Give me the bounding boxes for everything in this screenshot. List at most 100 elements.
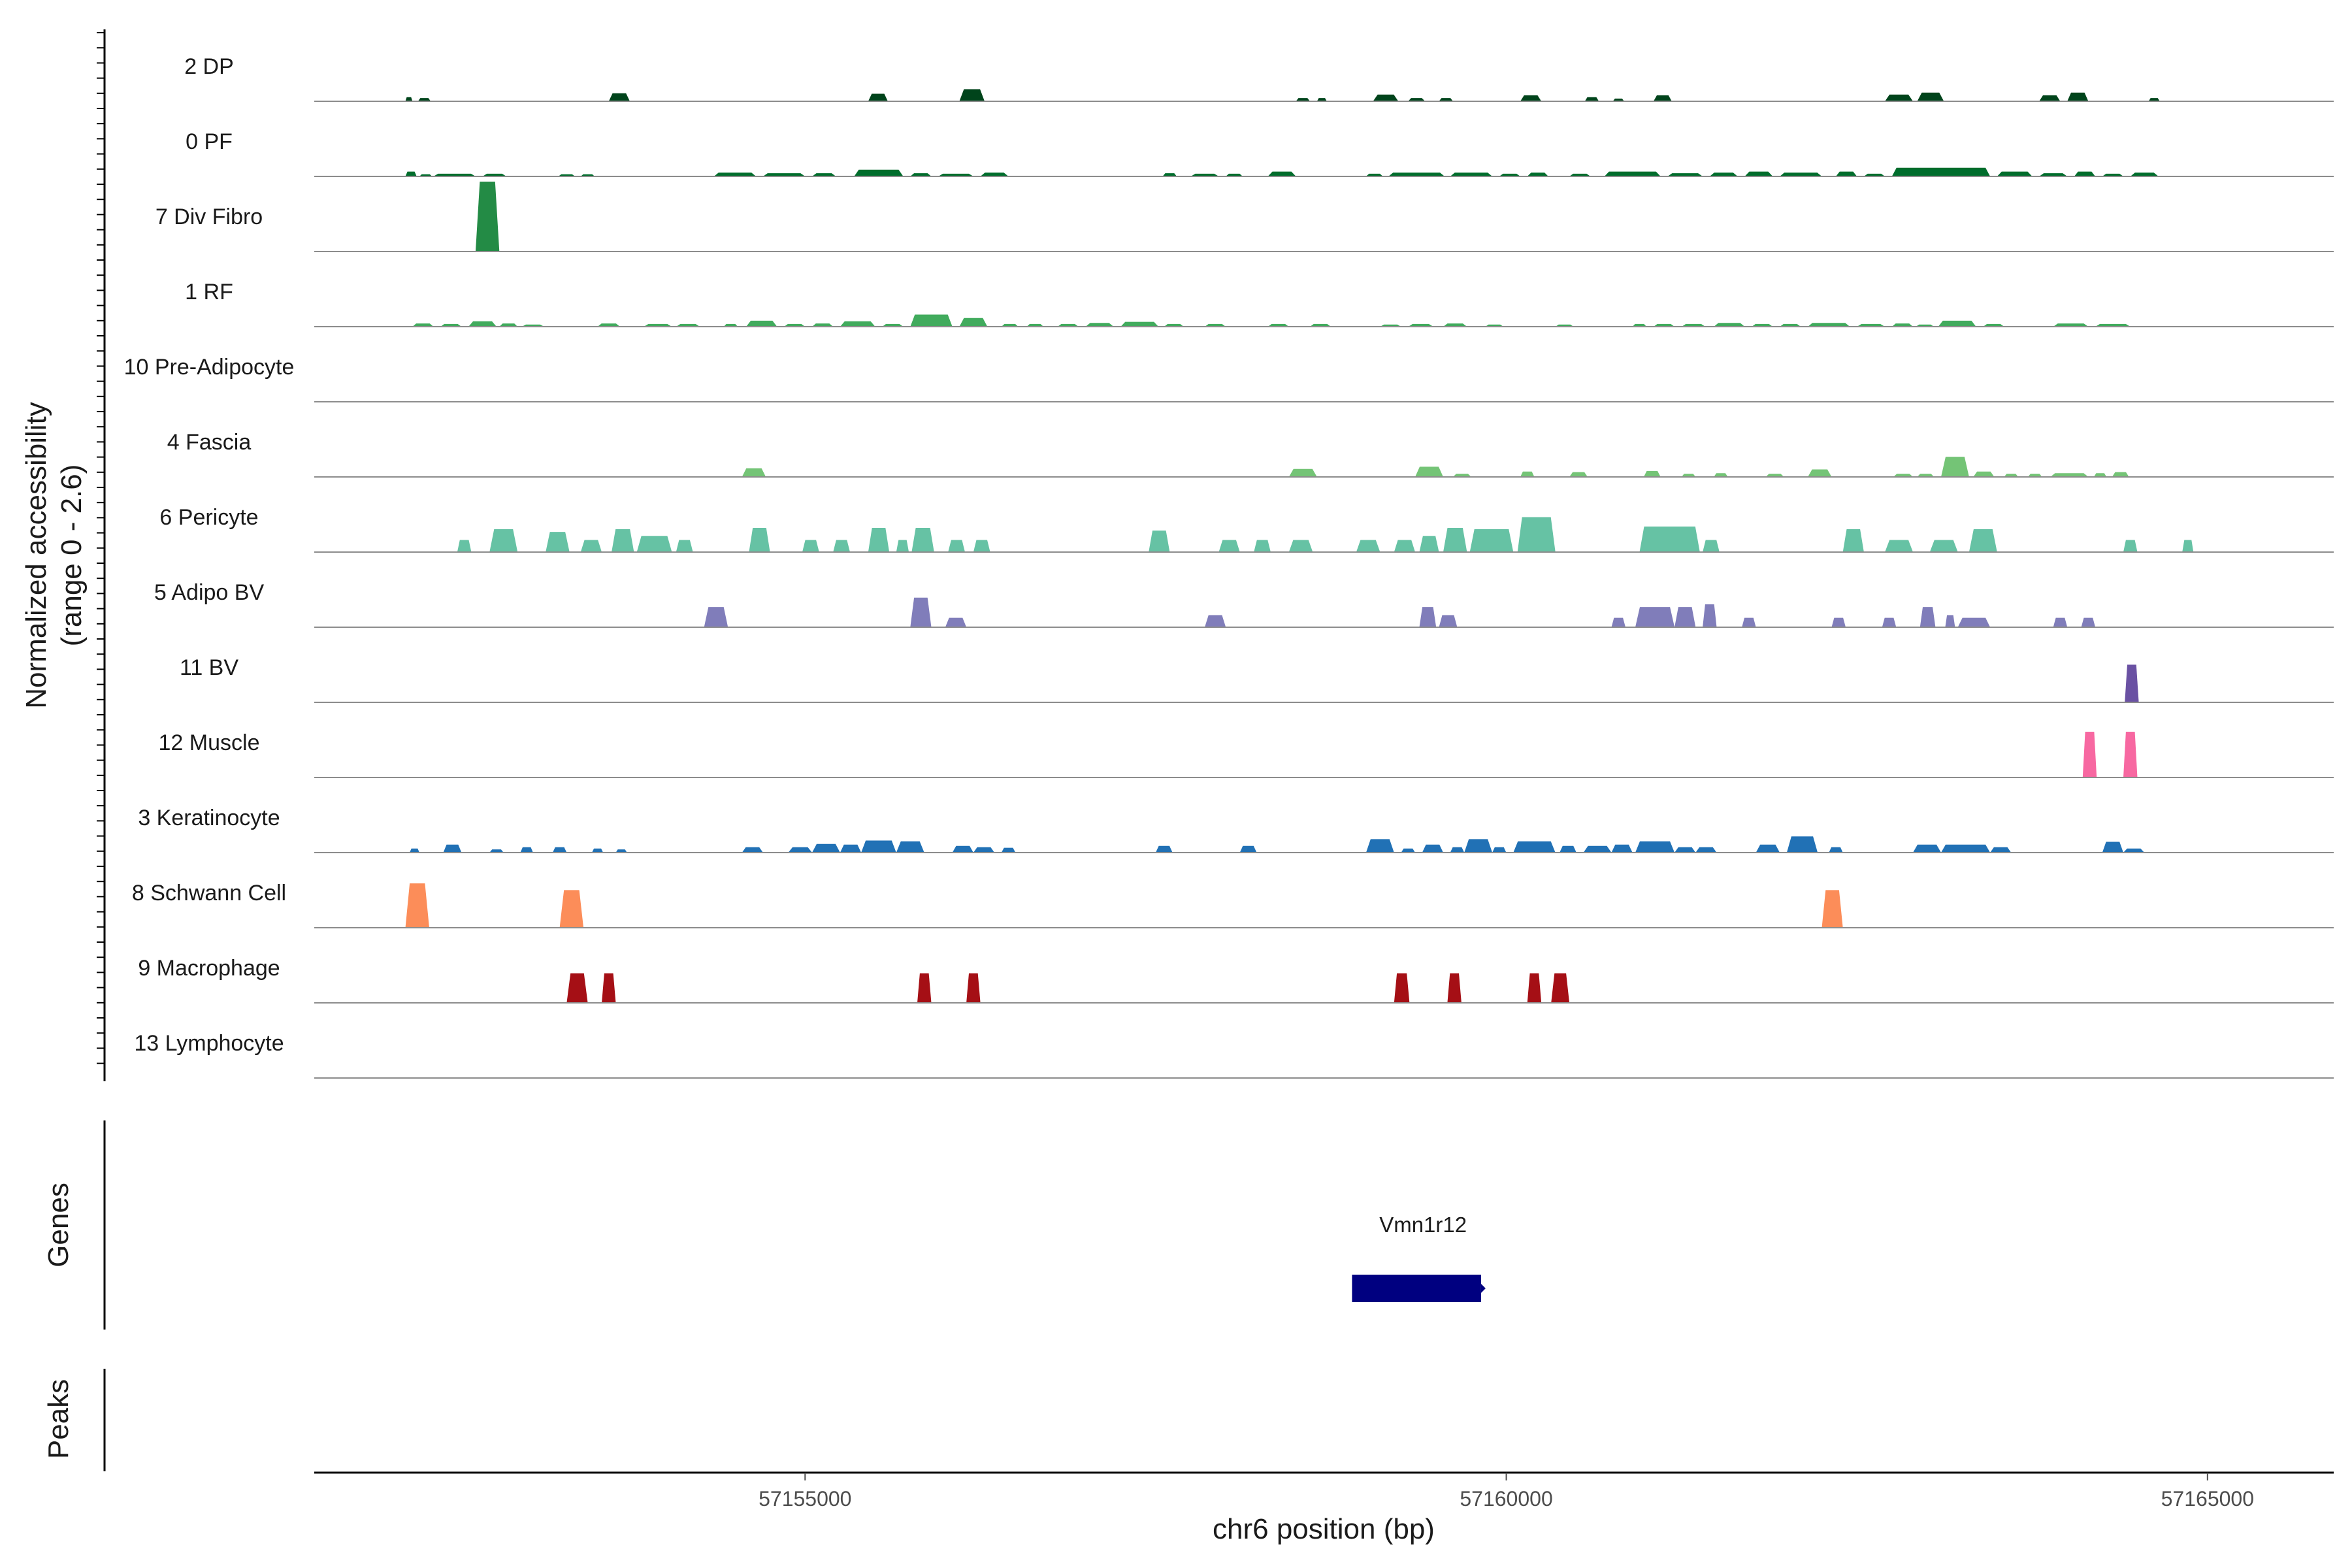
track-10-pre-adipocyte: 10 Pre-Adipocyte (124, 355, 2334, 402)
coverage-peak (2123, 732, 2138, 777)
coverage-peak (1714, 473, 1728, 477)
coverage-peak (1356, 540, 1380, 552)
coverage-peak (2039, 173, 2068, 176)
coverage-peak (410, 848, 419, 853)
coverage-peak (1190, 173, 1219, 176)
coverage-peak (1394, 973, 1410, 1003)
genes-panel-title: Genes (42, 1183, 74, 1267)
coverage-peak (475, 182, 500, 252)
coverage-peak (1373, 94, 1399, 101)
coverage-peak (1632, 323, 1647, 327)
gene-annotations: Vmn1r12 (1352, 1213, 1486, 1302)
coverage-peak (980, 172, 1009, 176)
track-1-rf: 1 RF (185, 280, 2334, 327)
coverage-peak (2095, 323, 2131, 327)
coverage-peak (1443, 323, 1467, 327)
coverage-peak (1464, 839, 1493, 853)
coverage-peak (612, 529, 634, 552)
track-13-lymphocyte: 13 Lymphocyte (134, 1031, 2334, 1079)
coverage-peak (1415, 466, 1443, 477)
coverage-peak (742, 847, 763, 853)
coverage-peak (948, 540, 965, 552)
track-label: 10 Pre-Adipocyte (124, 355, 295, 380)
coverage-peak (1836, 171, 1857, 176)
coverage-peak (2130, 172, 2159, 176)
coverage-peak (2182, 540, 2194, 552)
track-5-adipo-bv: 5 Adipo BV (154, 580, 2334, 628)
coverage-peak (566, 973, 588, 1003)
coverage-peak (1155, 845, 1173, 853)
coverage-peak (499, 323, 518, 327)
coverage-peak (1742, 617, 1756, 627)
track-label: 13 Lymphocyte (134, 1031, 284, 1056)
coverage-peak (1885, 94, 1913, 101)
coverage-peak (1681, 474, 1696, 477)
coverage-peak (1499, 173, 1520, 176)
coverage-peak (1808, 469, 1832, 477)
coverage-peak (788, 847, 812, 853)
coverage-peak (2053, 323, 2089, 327)
coverage-peak (1517, 517, 1556, 552)
coverage-peak (1149, 531, 1170, 552)
coverage-peak (1288, 540, 1313, 552)
coverage-peak (1365, 173, 1383, 176)
coverage-peak (1882, 617, 1897, 627)
coverage-peak (1857, 323, 1886, 327)
coverage-peak (917, 973, 932, 1003)
coverage-peak (2112, 472, 2129, 477)
coverage-peak (417, 98, 431, 101)
coverage-peak (2074, 171, 2096, 176)
x-axis-title: chr6 position (bp) (1213, 1513, 1435, 1545)
y-axis-range: (range 0 - 2.6) (56, 465, 88, 647)
coverage-peak (840, 844, 862, 853)
coverage-peak (812, 843, 840, 853)
coverage-peak (1453, 474, 1471, 477)
coverage-peak (1394, 540, 1415, 552)
track-3-keratinocyte: 3 Keratinocyte (138, 806, 2334, 853)
coverage-peak (405, 171, 417, 176)
coverage-peak (959, 89, 985, 101)
coverage-peak (1267, 171, 1296, 176)
coverage-peak (896, 540, 909, 552)
coverage-peak (405, 97, 413, 101)
x-axis-ticks: 57155000 57160000 57165000 (759, 1473, 2254, 1511)
coverage-peak (1945, 615, 1955, 627)
coverage-peak (1443, 528, 1467, 552)
coverage-peak (1408, 98, 1426, 101)
coverage-peak (615, 849, 627, 853)
coverage-peak (1439, 615, 1458, 627)
coverage-peak (1611, 617, 1625, 627)
coverage-peak (592, 848, 604, 853)
coverage-peak (1786, 836, 1818, 853)
coverage-peak (559, 890, 584, 928)
coverage-peak (1983, 323, 2004, 327)
coverage-peak (1703, 540, 1720, 552)
coverage-peak (1973, 471, 1995, 477)
coverage-tracks: 2 DP 0 PF 7 Div Fibro 1 RF 10 Pre-Adipocyte 4… (124, 54, 2334, 1079)
coverage-peak (1831, 617, 1846, 627)
coverage-peak (520, 847, 533, 853)
coverage-peak (723, 323, 738, 327)
track-label: 2 DP (184, 54, 234, 79)
coverage-peak (2081, 617, 2096, 627)
coverage-peak (1653, 323, 1675, 327)
coverage-peak (1968, 529, 1997, 552)
coverage-peak (676, 540, 693, 552)
track-11-bv: 11 BV (180, 655, 2334, 703)
track-7-div-fibro: 7 Div Fibro (155, 182, 2334, 252)
coverage-peak (1527, 172, 1548, 176)
track-label: 6 Pericyte (159, 505, 258, 530)
coverage-peak (2148, 98, 2160, 101)
coverage-peak (1520, 95, 1542, 101)
coverage-peak (1709, 172, 1738, 176)
coverage-peak (1674, 847, 1696, 853)
coverage-peak (608, 93, 630, 101)
coverage-peak (1085, 323, 1114, 327)
coverage-peak (489, 529, 518, 552)
x-axis-tick-label: 57155000 (759, 1487, 851, 1511)
coverage-peak (1527, 973, 1542, 1003)
coverage-peak (1388, 172, 1445, 176)
coverage-peak (896, 841, 924, 853)
coverage-peak (1267, 323, 1289, 327)
coverage-peak (1439, 98, 1453, 101)
